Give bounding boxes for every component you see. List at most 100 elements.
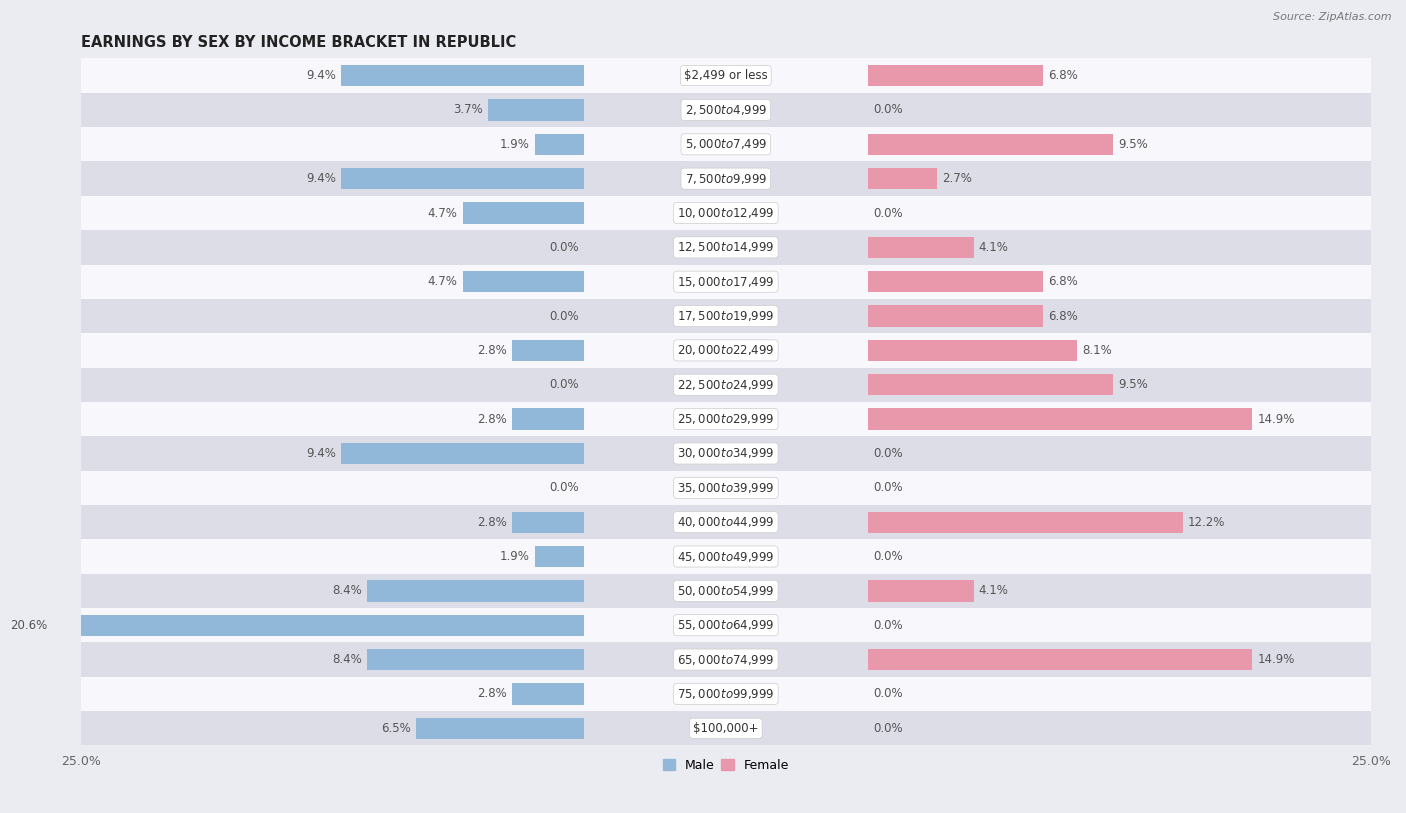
Text: 2.8%: 2.8% bbox=[477, 515, 506, 528]
Text: 0.0%: 0.0% bbox=[873, 447, 903, 460]
Text: 4.7%: 4.7% bbox=[427, 207, 457, 220]
Text: 0.0%: 0.0% bbox=[550, 481, 579, 494]
Bar bbox=[534, 133, 583, 155]
Bar bbox=[80, 127, 1371, 162]
Bar bbox=[80, 59, 1371, 93]
Text: 0.0%: 0.0% bbox=[873, 103, 903, 116]
Text: 6.8%: 6.8% bbox=[1049, 310, 1078, 323]
Text: $12,500 to $14,999: $12,500 to $14,999 bbox=[678, 241, 775, 254]
Text: 0.0%: 0.0% bbox=[550, 310, 579, 323]
Bar bbox=[80, 539, 1371, 574]
Bar bbox=[463, 202, 583, 224]
Text: 9.4%: 9.4% bbox=[307, 172, 336, 185]
Text: $75,000 to $99,999: $75,000 to $99,999 bbox=[678, 687, 775, 701]
Text: 9.4%: 9.4% bbox=[307, 447, 336, 460]
Bar bbox=[868, 65, 1043, 86]
Text: 0.0%: 0.0% bbox=[873, 688, 903, 701]
Text: 8.1%: 8.1% bbox=[1083, 344, 1112, 357]
Bar bbox=[367, 580, 583, 602]
Text: 12.2%: 12.2% bbox=[1188, 515, 1225, 528]
Bar bbox=[868, 133, 1114, 155]
Bar bbox=[80, 162, 1371, 196]
Bar bbox=[534, 546, 583, 567]
Bar bbox=[80, 711, 1371, 746]
Bar bbox=[342, 168, 583, 189]
Bar bbox=[80, 608, 1371, 642]
Text: 6.8%: 6.8% bbox=[1049, 276, 1078, 289]
Bar bbox=[52, 615, 583, 636]
Text: $2,500 to $4,999: $2,500 to $4,999 bbox=[685, 103, 768, 117]
Text: $40,000 to $44,999: $40,000 to $44,999 bbox=[678, 515, 775, 529]
Text: $20,000 to $22,499: $20,000 to $22,499 bbox=[678, 343, 775, 358]
Text: $45,000 to $49,999: $45,000 to $49,999 bbox=[678, 550, 775, 563]
Text: 0.0%: 0.0% bbox=[873, 619, 903, 632]
Bar bbox=[868, 271, 1043, 293]
Text: 1.9%: 1.9% bbox=[499, 550, 530, 563]
Text: 1.9%: 1.9% bbox=[499, 138, 530, 150]
Bar bbox=[342, 65, 583, 86]
Bar bbox=[868, 374, 1114, 395]
Bar bbox=[868, 306, 1043, 327]
Text: 0.0%: 0.0% bbox=[873, 722, 903, 735]
Text: 4.1%: 4.1% bbox=[979, 241, 1008, 254]
Bar bbox=[868, 408, 1253, 430]
Text: $30,000 to $34,999: $30,000 to $34,999 bbox=[678, 446, 775, 460]
Text: 2.8%: 2.8% bbox=[477, 688, 506, 701]
Text: $50,000 to $54,999: $50,000 to $54,999 bbox=[678, 584, 775, 598]
Text: 2.8%: 2.8% bbox=[477, 344, 506, 357]
Text: 4.1%: 4.1% bbox=[979, 585, 1008, 598]
Text: 0.0%: 0.0% bbox=[550, 378, 579, 391]
Text: 20.6%: 20.6% bbox=[10, 619, 46, 632]
Text: $17,500 to $19,999: $17,500 to $19,999 bbox=[678, 309, 775, 323]
Bar bbox=[463, 271, 583, 293]
Text: EARNINGS BY SEX BY INCOME BRACKET IN REPUBLIC: EARNINGS BY SEX BY INCOME BRACKET IN REP… bbox=[80, 35, 516, 50]
Text: 0.0%: 0.0% bbox=[873, 550, 903, 563]
Bar bbox=[80, 505, 1371, 539]
Bar bbox=[80, 574, 1371, 608]
Text: $25,000 to $29,999: $25,000 to $29,999 bbox=[678, 412, 775, 426]
Bar bbox=[342, 443, 583, 464]
Bar bbox=[80, 93, 1371, 127]
Text: 6.5%: 6.5% bbox=[381, 722, 411, 735]
Bar bbox=[512, 683, 583, 705]
Text: 2.7%: 2.7% bbox=[942, 172, 973, 185]
Bar bbox=[80, 264, 1371, 299]
Text: $10,000 to $12,499: $10,000 to $12,499 bbox=[678, 206, 775, 220]
Text: 8.4%: 8.4% bbox=[332, 585, 361, 598]
Bar bbox=[512, 340, 583, 361]
Bar bbox=[488, 99, 583, 120]
Text: 4.7%: 4.7% bbox=[427, 276, 457, 289]
Bar bbox=[80, 437, 1371, 471]
Text: $15,000 to $17,499: $15,000 to $17,499 bbox=[678, 275, 775, 289]
Bar bbox=[416, 718, 583, 739]
Bar bbox=[512, 511, 583, 533]
Bar bbox=[868, 168, 938, 189]
Bar bbox=[80, 471, 1371, 505]
Text: $7,500 to $9,999: $7,500 to $9,999 bbox=[685, 172, 768, 185]
Bar bbox=[868, 340, 1077, 361]
Text: 9.5%: 9.5% bbox=[1118, 378, 1147, 391]
Text: 14.9%: 14.9% bbox=[1257, 653, 1295, 666]
Text: 3.7%: 3.7% bbox=[454, 103, 484, 116]
Bar bbox=[868, 649, 1253, 670]
Text: 2.8%: 2.8% bbox=[477, 413, 506, 426]
Legend: Male, Female: Male, Female bbox=[658, 754, 794, 777]
Text: 0.0%: 0.0% bbox=[873, 481, 903, 494]
Text: $65,000 to $74,999: $65,000 to $74,999 bbox=[678, 653, 775, 667]
Bar bbox=[80, 299, 1371, 333]
Bar bbox=[868, 511, 1182, 533]
Bar bbox=[868, 580, 973, 602]
Text: Source: ZipAtlas.com: Source: ZipAtlas.com bbox=[1274, 12, 1392, 22]
Text: $100,000+: $100,000+ bbox=[693, 722, 759, 735]
Text: $2,499 or less: $2,499 or less bbox=[683, 69, 768, 82]
Bar bbox=[512, 408, 583, 430]
Text: 0.0%: 0.0% bbox=[873, 207, 903, 220]
Text: 0.0%: 0.0% bbox=[550, 241, 579, 254]
Text: 14.9%: 14.9% bbox=[1257, 413, 1295, 426]
Bar bbox=[80, 230, 1371, 264]
Bar bbox=[80, 676, 1371, 711]
Text: 8.4%: 8.4% bbox=[332, 653, 361, 666]
Bar bbox=[80, 333, 1371, 367]
Bar bbox=[80, 402, 1371, 437]
Text: $35,000 to $39,999: $35,000 to $39,999 bbox=[678, 480, 775, 495]
